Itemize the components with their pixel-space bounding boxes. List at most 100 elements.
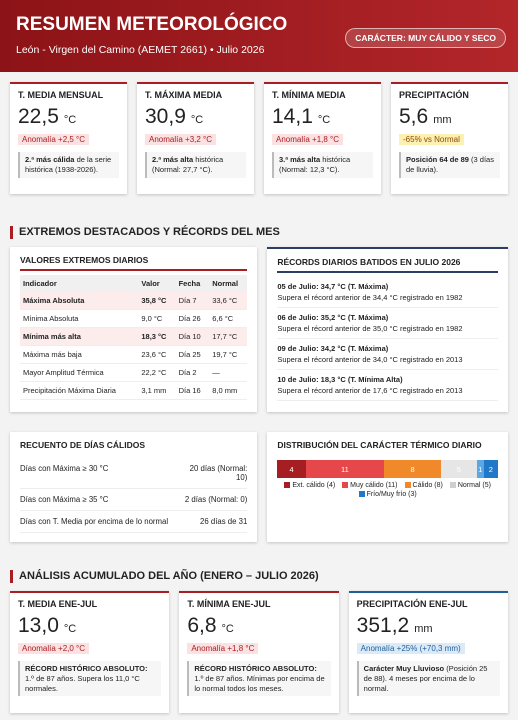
bar-segment: 2 bbox=[483, 460, 498, 478]
note: Carácter Muy Lluvioso (Posición 25 de 88… bbox=[356, 661, 500, 697]
legend-swatch bbox=[342, 482, 349, 489]
title: RESUMEN METEOROLÓGICO bbox=[16, 14, 288, 35]
warm-days-panel: RECUENTO DE DÍAS CÁLIDOS Días con Máxima… bbox=[10, 432, 258, 542]
unit: mm bbox=[433, 114, 452, 126]
section-title: EXTREMOS DESTACADOS Y RÉCORDS DEL MES bbox=[10, 226, 508, 239]
panel-title: RECUENTO DE DÍAS CÁLIDOS bbox=[20, 440, 145, 450]
cell: 33,6 °C bbox=[209, 292, 248, 310]
card-value: 30,9 °C bbox=[145, 105, 246, 129]
cell: 22,2 °C bbox=[138, 363, 176, 382]
card: T. MÁXIMA MEDIA 30,9 °C Anomalía +3,2 °C 2.ª… bbox=[137, 82, 254, 194]
note: 3.ª más alta histórica (Normal: 12,3 °C)… bbox=[272, 152, 373, 178]
record-detail: Supera el récord anterior de 34,4 °C reg… bbox=[277, 293, 463, 302]
cell: Día 2 bbox=[175, 363, 210, 382]
legend-item: Frío/Muy frío (3) bbox=[358, 491, 417, 498]
note: RÉCORD HISTÓRICO ABSOLUTO: 1.º de 87 año… bbox=[18, 661, 162, 697]
value: 22,5 bbox=[18, 105, 59, 128]
card-label: PRECIPITACIÓN bbox=[399, 90, 469, 100]
legend-item: Ext. cálido (4) bbox=[284, 482, 335, 489]
badge: CARÁCTER: MUY CÁLIDO Y SECO bbox=[345, 28, 506, 48]
anomaly: Anomalía +1,8 °C bbox=[187, 643, 259, 654]
table-row: Precipitación Máxima Diaria 3,1 mm Día 16 8… bbox=[20, 381, 248, 400]
legend-swatch bbox=[284, 482, 291, 489]
kpi-row: T. MEDIA MENSUAL 22,5 °C Anomalía +2,5 °C 2.… bbox=[0, 82, 518, 194]
annual-row: T. MEDIA ENE-JUL 13,0 °C Anomalía +2,0 °C RÉ… bbox=[0, 591, 518, 713]
warm-row: Días con Máxima ≥ 30 °C 20 días (Normal: … bbox=[20, 458, 248, 489]
card-label: T. MÁXIMA MEDIA bbox=[145, 90, 223, 100]
legend-label: Ext. cálido (4) bbox=[292, 482, 336, 489]
legend-label: Normal (5) bbox=[457, 482, 491, 489]
note-bold: Posición 64 de 89 bbox=[406, 155, 469, 164]
table: Indicador Valor Fecha Normal Máxima Absoluta… bbox=[20, 275, 248, 400]
value: 13,0 bbox=[18, 614, 59, 637]
warm-value: 2 días (Normal: 0) bbox=[184, 495, 248, 504]
cell: Día 16 bbox=[175, 381, 210, 400]
cell: Máxima Absoluta bbox=[20, 292, 139, 310]
card-value: 351,2 mm bbox=[357, 614, 500, 638]
unit: °C bbox=[63, 114, 77, 126]
bar-segment: 1 bbox=[476, 460, 484, 478]
warm-label: Días con Máxima ≥ 35 °C bbox=[20, 495, 109, 504]
anomaly: Anomalía +25% (+70,3 mm) bbox=[356, 643, 465, 654]
distribution-panel: DISTRIBUCIÓN DEL CARÁCTER TÉRMICO DIARIO… bbox=[267, 432, 508, 542]
extremes-panel: VALORES EXTREMOS DIARIOS Indicador Valor F… bbox=[10, 247, 258, 412]
warm-value: 26 días de 31 bbox=[200, 517, 248, 526]
card-label: T. MEDIA ENE-JUL bbox=[18, 599, 98, 609]
legend-swatch bbox=[358, 491, 365, 498]
cell: 18,3 °C bbox=[138, 327, 176, 346]
card-label: PRECIPITACIÓN ENE-JUL bbox=[356, 599, 468, 609]
legend-label: Frío/Muy frío (3) bbox=[366, 491, 417, 498]
cell: — bbox=[209, 363, 248, 382]
record-head: 10 de Julio: 18,3 °C (T. Mínima Alta) bbox=[277, 375, 403, 384]
note: Posición 64 de 89 (3 días de lluvia). bbox=[399, 152, 500, 178]
cell: Día 7 bbox=[175, 292, 210, 310]
cell: 9,0 °C bbox=[138, 309, 176, 328]
card-value: 14,1 °C bbox=[272, 105, 373, 129]
table-row: Mínima más alta 18,3 °C Día 10 17,7 °C bbox=[20, 327, 248, 346]
record: 09 de Julio: 34,2 °C (T. Máxima) Supera e… bbox=[277, 339, 498, 370]
cell: Día 26 bbox=[175, 309, 210, 328]
note-text: histórica (Normal: 12,3 °C). bbox=[279, 155, 351, 174]
legend: Ext. cálido (4) Muy cálido (11) Cálido (8)… bbox=[277, 482, 498, 498]
card: T. MEDIA ENE-JUL 13,0 °C Anomalía +2,0 °C RÉ… bbox=[10, 591, 170, 713]
cell: Día 25 bbox=[175, 345, 210, 364]
panel-row: RECUENTO DE DÍAS CÁLIDOS Días con Máxima… bbox=[0, 432, 518, 542]
note-text: de la serie histórica (1938-2026). bbox=[25, 155, 112, 174]
note-text: 1.º de 87 años. Mínimas por encima de lo… bbox=[194, 673, 325, 693]
bar-segment: 8 bbox=[384, 460, 442, 478]
note-bold: Carácter Muy Lluvioso bbox=[363, 664, 445, 673]
card: T. MEDIA MENSUAL 22,5 °C Anomalía +2,5 °C 2.… bbox=[10, 82, 127, 194]
value: 351,2 bbox=[356, 614, 410, 637]
cell: 3,1 mm bbox=[138, 381, 176, 400]
note-bold: 3.ª más alta bbox=[279, 155, 321, 164]
anomaly: -65% vs Normal bbox=[399, 134, 464, 145]
card: PRECIPITACIÓN ENE-JUL 351,2 mm Anomalía +25… bbox=[348, 591, 508, 713]
card-label: T. MEDIA MENSUAL bbox=[18, 90, 104, 100]
header-cell: Indicador bbox=[20, 275, 139, 292]
value: 5,6 bbox=[399, 105, 429, 128]
record-head: 06 de Julio: 35,2 °C (T. Máxima) bbox=[277, 313, 389, 322]
header-cell: Normal bbox=[209, 275, 248, 292]
table-row: Mayor Amplitud Térmica 22,2 °C Día 2— bbox=[20, 363, 248, 382]
header-cell: Valor bbox=[138, 275, 176, 292]
card-value: 13,0 °C bbox=[18, 614, 161, 638]
table-row: Máxima Absoluta 35,8 °C Día 7 33,6 °C bbox=[20, 292, 248, 310]
note: 2.ª más alta histórica (Normal: 27,7 °C)… bbox=[145, 152, 246, 178]
card: PRECIPITACIÓN 5,6 mm -65% vs Normal Posición… bbox=[391, 82, 508, 194]
note: RÉCORD HISTÓRICO ABSOLUTO: 1.º de 87 año… bbox=[187, 661, 331, 697]
record-head: 05 de Julio: 34,7 °C (T. Máxima) bbox=[277, 282, 389, 291]
legend-swatch bbox=[449, 482, 456, 489]
legend-swatch bbox=[404, 482, 411, 489]
panel-title: RÉCORDS DIARIOS BATIDOS EN JULIO 2026 bbox=[277, 257, 498, 273]
header-row: Indicador Valor Fecha Normal bbox=[20, 275, 248, 292]
cell: Mayor Amplitud Térmica bbox=[20, 363, 139, 382]
warm-label: Días con Máxima ≥ 30 °C bbox=[20, 464, 109, 473]
legend-item: Cálido (8) bbox=[404, 482, 443, 489]
warm-value: 20 días (Normal: 10) bbox=[189, 464, 248, 482]
record-detail: Supera el récord anterior de 17,6 °C reg… bbox=[277, 386, 463, 395]
panel-row: VALORES EXTREMOS DIARIOS Indicador Valor F… bbox=[0, 247, 518, 412]
unit: °C bbox=[221, 623, 234, 635]
value: 14,1 bbox=[272, 105, 313, 128]
card-label: T. MÍNIMA ENE-JUL bbox=[187, 599, 271, 609]
bar-segment: 4 bbox=[277, 460, 306, 478]
